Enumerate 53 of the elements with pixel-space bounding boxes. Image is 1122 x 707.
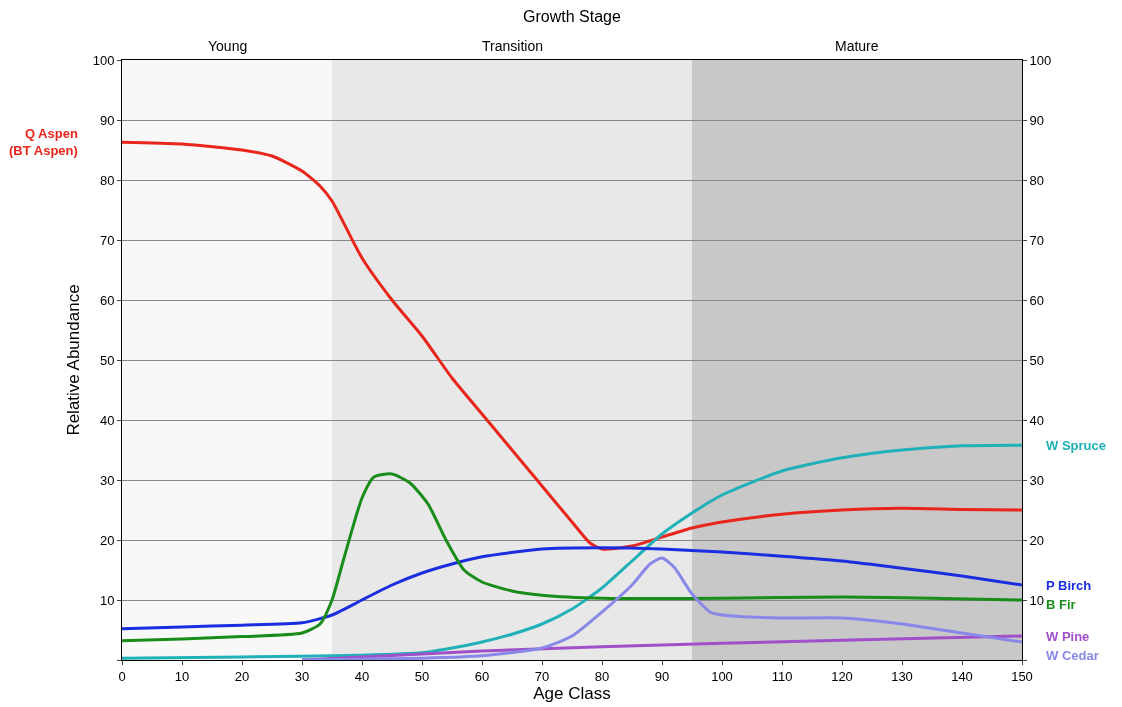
y2-tick-label: 80 (1029, 172, 1045, 188)
series-label: P Birch (1046, 578, 1092, 593)
y-tick-label: 100 (92, 52, 115, 68)
y-tick-label: 40 (99, 412, 115, 428)
y2-tick-label: 70 (1029, 232, 1045, 248)
y-tick-label: 80 (99, 172, 115, 188)
series-label: B Fir (1046, 597, 1076, 612)
line-series (122, 140, 1022, 551)
x-tick-label: 80 (594, 668, 610, 684)
line-series (122, 443, 1022, 660)
x-tick-label: 20 (234, 668, 250, 684)
band-label: Young (208, 38, 248, 54)
x-tick-label: 50 (414, 668, 430, 684)
x-tick-label: 30 (294, 668, 310, 684)
y2-tick-label: 100 (1029, 52, 1052, 68)
y2-tick-label: 10 (1029, 592, 1045, 608)
x-tick-label: 90 (654, 668, 670, 684)
line-series (122, 472, 1022, 643)
y2-tick-label: 20 (1029, 532, 1045, 548)
x-tick-label: 150 (1011, 668, 1033, 684)
line-series (300, 556, 1022, 660)
series-label: W Spruce (1046, 438, 1106, 453)
x-tick-label: 140 (951, 668, 973, 684)
y-tick-label: 10 (99, 592, 115, 608)
y2-tick-label: 30 (1029, 472, 1045, 488)
x-tick-label: 120 (831, 668, 853, 684)
y-axis-title: Relative Abundance (64, 284, 84, 436)
x-tick-label: 40 (354, 668, 370, 684)
series-label: W Pine (1046, 629, 1090, 644)
x-tick-label: 60 (474, 668, 490, 684)
y2-tick-label: 90 (1029, 112, 1045, 128)
chart-title: Growth Stage (523, 7, 622, 25)
y-tick-label: 50 (99, 352, 115, 368)
x-tick-label: 130 (891, 668, 913, 684)
line-series (122, 546, 1022, 631)
y2-tick-label: 40 (1029, 412, 1045, 428)
y-tick-label: 70 (99, 232, 115, 248)
y-tick-label: 30 (99, 472, 115, 488)
text: Q Aspen (BT Aspen) (9, 126, 78, 158)
series-label: W Cedar (1046, 648, 1099, 663)
x-tick-label: 0 (118, 668, 126, 684)
x-tick-label: 100 (711, 668, 733, 684)
y-tick-label: 60 (99, 292, 115, 308)
x-tick-label: 70 (534, 668, 550, 684)
x-tick-label: 10 (174, 668, 190, 684)
y-tick-label: 20 (99, 532, 115, 548)
x-axis-title: Age Class (533, 683, 611, 703)
band-label: Mature (835, 38, 879, 54)
y2-tick-label: 60 (1029, 292, 1045, 308)
band-label: Transition (482, 38, 543, 54)
y2-tick-label: 50 (1029, 352, 1045, 368)
y-tick-label: 90 (99, 112, 115, 128)
x-tick-label: 110 (771, 668, 793, 684)
